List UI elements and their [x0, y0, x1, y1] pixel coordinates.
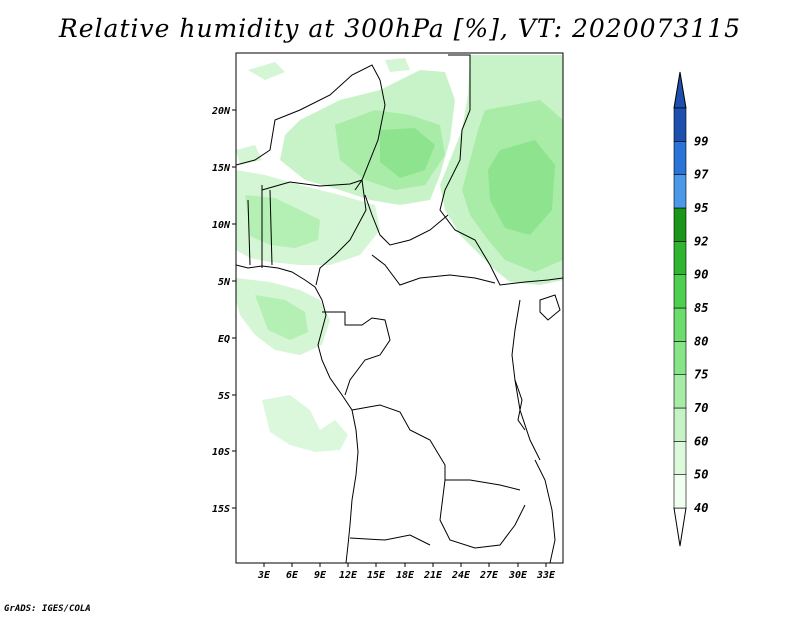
- border-sahara-2: [354, 79, 386, 191]
- border-mozambique: [534, 459, 556, 563]
- lon-label: 6E: [286, 570, 299, 581]
- lon-label: 27E: [479, 570, 499, 581]
- border-west-states: [247, 185, 273, 268]
- border-drc-east: [511, 299, 541, 461]
- latitude-axis: 20N 15N 10N 5N EQ 5S 10S 15S: [211, 106, 236, 515]
- colorbar-segment: [673, 241, 687, 275]
- colorbar-label: 99: [694, 134, 708, 148]
- border-niger-nigeria: [261, 179, 363, 191]
- lon-label: 9E: [314, 570, 327, 581]
- humidity-area-gulf-inner: [255, 295, 308, 340]
- colorbar-label: 92: [694, 234, 708, 248]
- border-congo-gabon: [322, 311, 391, 396]
- border-cameroon: [315, 179, 367, 286]
- chart-title: Relative humidity at 300hPa [%], VT: 202…: [58, 14, 742, 43]
- colorbar-segment: [673, 107, 687, 142]
- humidity-patch-3: [385, 58, 410, 72]
- colorbar-segment: [673, 341, 687, 375]
- colorbar-segment: [673, 407, 687, 442]
- colorbar-label: 85: [694, 301, 708, 315]
- lat-label: 5S: [218, 391, 230, 402]
- lon-label: 24E: [451, 570, 471, 581]
- colorbar-label: 95: [694, 201, 708, 215]
- lon-label: 30E: [508, 570, 528, 581]
- lat-label: 15S: [212, 504, 230, 515]
- lat-label: 10N: [212, 220, 231, 231]
- lon-label: 33E: [536, 570, 556, 581]
- lon-label: 15E: [367, 570, 386, 581]
- border-sahara-1: [236, 64, 381, 166]
- coastline-west: [236, 264, 359, 563]
- colorbar-label: 60: [694, 434, 708, 448]
- humidity-area-north-central-core: [380, 128, 435, 178]
- colorbar-label: 50: [694, 468, 708, 482]
- border-angola: [351, 404, 521, 491]
- credit-text: GrADS: IGES/COLA: [4, 604, 91, 614]
- colorbar-label: 80: [694, 334, 708, 348]
- colorbar-segment: [673, 441, 687, 475]
- border-namibia: [349, 534, 431, 546]
- colorbar-segment: [673, 474, 687, 509]
- humidity-area-northeast-core: [488, 140, 555, 235]
- colorbar-segment: [673, 141, 687, 175]
- colorbar-label: 40: [694, 501, 708, 515]
- lon-label: 12E: [339, 570, 358, 581]
- lat-label: EQ: [218, 334, 230, 345]
- coastlines-and-borders: [236, 54, 563, 563]
- humidity-area-southwest: [262, 395, 348, 452]
- border-car-south: [371, 254, 496, 286]
- humidity-patch-1: [248, 62, 285, 80]
- colorbar-top-arrow: [673, 71, 687, 109]
- colorbar-segment: [673, 374, 687, 409]
- border-zambia: [439, 479, 526, 549]
- colorbar-bottom-arrow: [673, 507, 687, 547]
- lon-label: 3E: [257, 570, 271, 581]
- lat-label: 20N: [211, 106, 231, 117]
- lat-label: 15N: [212, 163, 231, 174]
- map-frame: [235, 52, 564, 564]
- longitude-axis: 3E 6E 9E 12E 15E 18E 21E 24E 27E 30E 33E: [257, 563, 556, 581]
- colorbar-segment: [673, 207, 687, 242]
- border-lakes: [514, 294, 561, 431]
- border-chad-sudan: [439, 54, 563, 286]
- colorbar-segment: [673, 274, 687, 309]
- lat-label: 5N: [218, 277, 231, 288]
- humidity-area-west-inner: [245, 195, 320, 248]
- humidity-shading: [236, 55, 563, 452]
- colorbar: 40 50 60 70 75 80 85 90 92 95 97 99: [673, 71, 709, 547]
- lon-label: 18E: [396, 570, 415, 581]
- colorbar-segment: [673, 174, 687, 209]
- lat-label: 10S: [212, 447, 230, 458]
- colorbar-label: 75: [694, 368, 708, 382]
- colorbar-label: 70: [694, 401, 708, 415]
- colorbar-segment: [673, 307, 687, 342]
- border-car-north: [364, 194, 449, 246]
- lon-label: 21E: [423, 570, 443, 581]
- colorbar-label: 97: [694, 168, 709, 182]
- colorbar-label: 90: [694, 268, 708, 282]
